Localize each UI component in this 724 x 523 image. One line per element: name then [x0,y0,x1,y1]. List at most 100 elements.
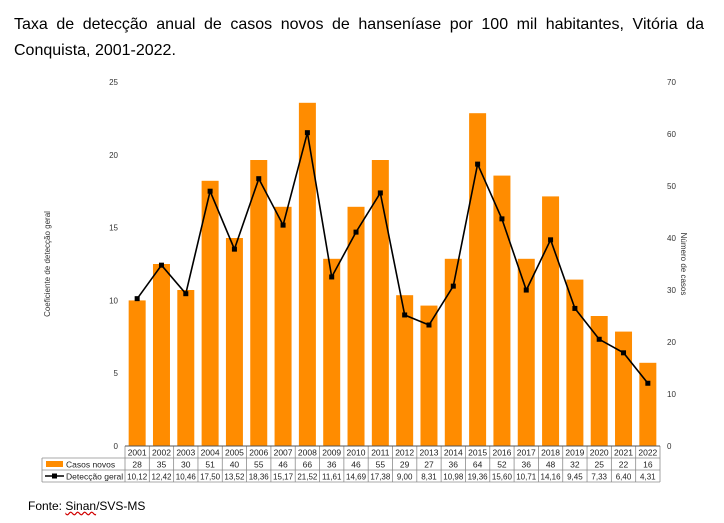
line-series [134,130,651,386]
data-label-casos-novos-2005: 40 [230,460,240,470]
data-label-casos-novos-2021: 22 [619,460,629,470]
point-deteccao-geral-2020 [596,336,602,342]
data-label-deteccao-geral-2007: 15,17 [273,473,294,482]
point-deteccao-geral-2011 [377,190,383,196]
x-tick-label-2006: 2006 [249,448,268,458]
legend-key-deteccao-geral-marker [52,473,57,479]
y-left-tick-label: 25 [109,78,118,87]
y-right-tick-label: 0 [667,442,672,451]
y-left-tick-label: 0 [114,442,119,451]
y-left-axis-title: Coeficiente de detecção geral [43,211,52,317]
line-deteccao-geral [136,132,649,384]
point-deteccao-geral-2008 [304,130,310,136]
legend-label-casos-novos: Casos novos [66,460,115,470]
data-label-deteccao-geral-2010: 14,69 [346,473,367,482]
bar-casos-novos-2015 [469,113,487,446]
data-label-casos-novos-2013: 27 [424,460,434,470]
data-label-deteccao-geral-2021: 6,40 [616,473,632,482]
x-tick-label-2007: 2007 [274,448,293,458]
bar-casos-novos-2010 [347,206,365,446]
data-label-casos-novos-2004: 51 [205,460,215,470]
data-label-deteccao-geral-2001: 10,12 [127,473,148,482]
point-deteccao-geral-2007 [280,222,286,228]
y-left-tick-label: 15 [109,224,118,233]
data-label-deteccao-geral-2015: 19,36 [468,473,489,482]
x-tick-label-2011: 2011 [371,448,390,458]
data-label-deteccao-geral-2014: 10,98 [443,473,464,482]
data-label-casos-novos-2010: 46 [351,460,361,470]
x-tick-label-2016: 2016 [492,448,511,458]
data-label-deteccao-geral-2011: 17,38 [370,473,391,482]
point-deteccao-geral-2019 [572,305,578,311]
point-deteccao-geral-2006 [256,176,262,182]
x-tick-label-2018: 2018 [541,448,560,458]
point-deteccao-geral-2013 [426,322,432,328]
data-label-casos-novos-2008: 66 [303,460,313,470]
bar-casos-novos-2021 [615,331,633,446]
bar-casos-novos-2013 [420,305,438,446]
y-right-tick-label: 70 [667,78,676,87]
source-prefix: Fonte: [28,499,66,513]
x-tick-label-2008: 2008 [298,448,317,458]
y-left-tick-label: 10 [109,296,118,305]
x-tick-label-2014: 2014 [444,448,463,458]
data-label-deteccao-geral-2013: 8,31 [421,473,437,482]
data-label-casos-novos-2007: 46 [278,460,288,470]
point-deteccao-geral-2015 [475,161,481,167]
data-label-casos-novos-2009: 36 [327,460,337,470]
data-label-casos-novos-2016: 52 [497,460,507,470]
bar-casos-novos-2001 [128,300,146,446]
x-tick-label-2009: 2009 [322,448,341,458]
x-tick-label-2022: 2022 [638,448,657,458]
bar-casos-novos-2009 [323,258,341,446]
bar-casos-novos-2007 [274,206,292,446]
data-label-casos-novos-2014: 36 [449,460,459,470]
data-label-casos-novos-2015: 64 [473,460,483,470]
data-label-casos-novos-2018: 48 [546,460,556,470]
bar-casos-novos-2002 [152,264,170,446]
source-note: Fonte: Sinan/SVS-MS [28,499,145,513]
x-tick-label-2015: 2015 [468,448,487,458]
x-tick-label-2004: 2004 [201,448,220,458]
data-label-deteccao-geral-2002: 12,42 [151,473,172,482]
point-deteccao-geral-2016 [499,216,505,222]
x-tick-label-2003: 2003 [176,448,195,458]
data-label-deteccao-geral-2016: 15,60 [492,473,513,482]
point-deteccao-geral-2012 [402,312,408,318]
data-table: 2001 2002 2003 2004 2005 2006 2007 2008 2009 2010… [41,445,661,483]
y-right-tick-label: 10 [667,390,676,399]
data-label-deteccao-geral-2022: 4,31 [640,473,656,482]
y-left-tick-label: 5 [114,369,119,378]
source-suffix: /SVS-MS [96,499,146,513]
bar-casos-novos-2012 [396,295,414,446]
data-label-casos-novos-2019: 32 [570,460,580,470]
data-label-deteccao-geral-2004: 17,50 [200,473,221,482]
data-label-casos-novos-2017: 36 [522,460,532,470]
data-label-deteccao-geral-2006: 18,36 [249,473,270,482]
x-tick-label-2020: 2020 [590,448,609,458]
bar-casos-novos-2005 [225,238,243,446]
data-label-deteccao-geral-2020: 7,33 [591,473,607,482]
data-label-casos-novos-2012: 29 [400,460,410,470]
data-label-deteccao-geral-2019: 9,45 [567,473,583,482]
data-label-casos-novos-2006: 55 [254,460,264,470]
point-deteccao-geral-2018 [548,237,554,243]
x-tick-label-2001: 2001 [128,448,147,458]
y-right-tick-label: 40 [667,234,676,243]
point-deteccao-geral-2001 [134,296,140,302]
bar-casos-novos-2011 [371,160,389,446]
point-deteccao-geral-2022 [645,380,651,386]
data-label-deteccao-geral-2008: 21,52 [297,473,318,482]
x-tick-label-2013: 2013 [420,448,439,458]
y-right-tick-label: 20 [667,338,676,347]
y-left-tick-label: 20 [109,151,118,160]
x-tick-label-2005: 2005 [225,448,244,458]
point-deteccao-geral-2014 [450,283,456,289]
bar-casos-novos-2016 [493,175,511,446]
axes: 0 5 10 15 20 25 0 10 20 30 40 50 60 70 Coeficiente de … [43,78,688,451]
source-sinan: Sinan [65,499,97,513]
legend-label-deteccao-geral: Detecção geral [66,472,123,482]
x-tick-label-2019: 2019 [565,448,584,458]
data-label-casos-novos-2002: 35 [157,460,167,470]
bar-casos-novos-2006 [250,160,268,446]
